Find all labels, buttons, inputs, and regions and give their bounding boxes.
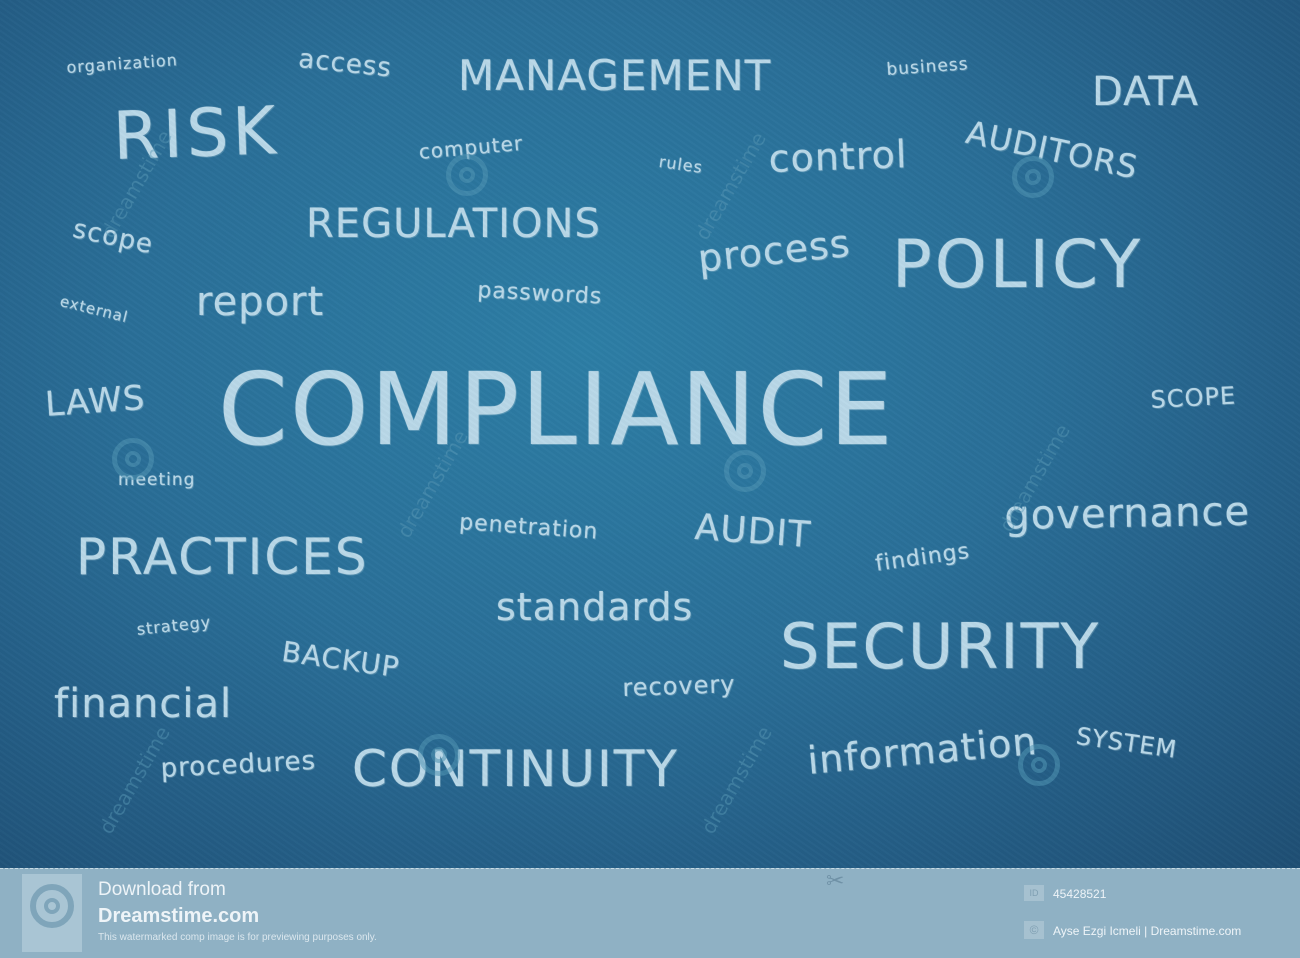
word-laws: LAWS (43, 378, 147, 425)
word-recovery: recovery (621, 670, 736, 702)
word-process: process (695, 221, 853, 281)
dreamstime-swirl-icon (30, 884, 74, 928)
word-penetration: penetration (458, 510, 600, 545)
download-footer: ✂ Download from Dreamstime.com This wate… (0, 868, 1300, 958)
dreamstime-logo-badge (22, 874, 82, 952)
word-data: DATA (1092, 69, 1200, 115)
word-information: information (805, 718, 1040, 783)
word-business: business (885, 54, 970, 80)
watermark-notice: This watermarked comp image is for previ… (98, 932, 377, 943)
download-from-label: Download from (98, 879, 226, 900)
word-governance: governance (1003, 488, 1251, 539)
word-compliance: COMPLIANCE (218, 351, 895, 468)
word-management: MANAGEMENT (458, 51, 772, 100)
word-system: SYSTEM (1074, 722, 1179, 764)
word-security: SECURITY (780, 610, 1101, 683)
word-passwords: passwords (476, 278, 603, 310)
watermark-text: dreamstime (690, 127, 771, 244)
watermark-swirl-icon (418, 734, 460, 776)
word-rules: rules (657, 152, 705, 178)
watermark-swirl-icon (446, 154, 488, 196)
chalkboard-image: organization access MANAGEMENT business … (0, 0, 1300, 868)
watermark-swirl-icon (1018, 744, 1060, 786)
copyright-icon: © (1024, 921, 1044, 939)
word-regulations: REGULATIONS (306, 201, 601, 247)
word-external: external (58, 292, 131, 327)
id-icon: ID (1024, 885, 1044, 901)
word-policy: POLICY (892, 226, 1144, 303)
word-standards: standards (496, 585, 694, 629)
word-audit: AUDIT (693, 507, 813, 557)
word-control: control (767, 132, 909, 181)
watermark-text: dreamstime (696, 721, 777, 838)
word-report: report (196, 279, 325, 325)
word-continuity: CONTINUITY (352, 740, 679, 798)
image-id: 45428521 (1053, 887, 1107, 901)
word-access: access (297, 44, 394, 84)
word-practices: PRACTICES (76, 528, 369, 586)
word-strategy: strategy (135, 612, 213, 639)
watermark-swirl-icon (724, 450, 766, 492)
word-backup: BACKUP (279, 635, 402, 685)
watermark-swirl-icon (1012, 156, 1054, 198)
scissors-icon: ✂ (826, 869, 845, 894)
word-findings: findings (873, 538, 972, 577)
word-financial: financial (54, 681, 233, 727)
word-scope-upper: SCOPE (1149, 381, 1237, 414)
word-organization: organization (65, 50, 179, 77)
word-procedures: procedures (159, 745, 317, 784)
author-credit: Ayse Ezgi Icmeli | Dreamstime.com (1053, 924, 1242, 938)
watermark-swirl-icon (112, 438, 154, 480)
dreamstime-site-link[interactable]: Dreamstime.com (98, 905, 260, 927)
